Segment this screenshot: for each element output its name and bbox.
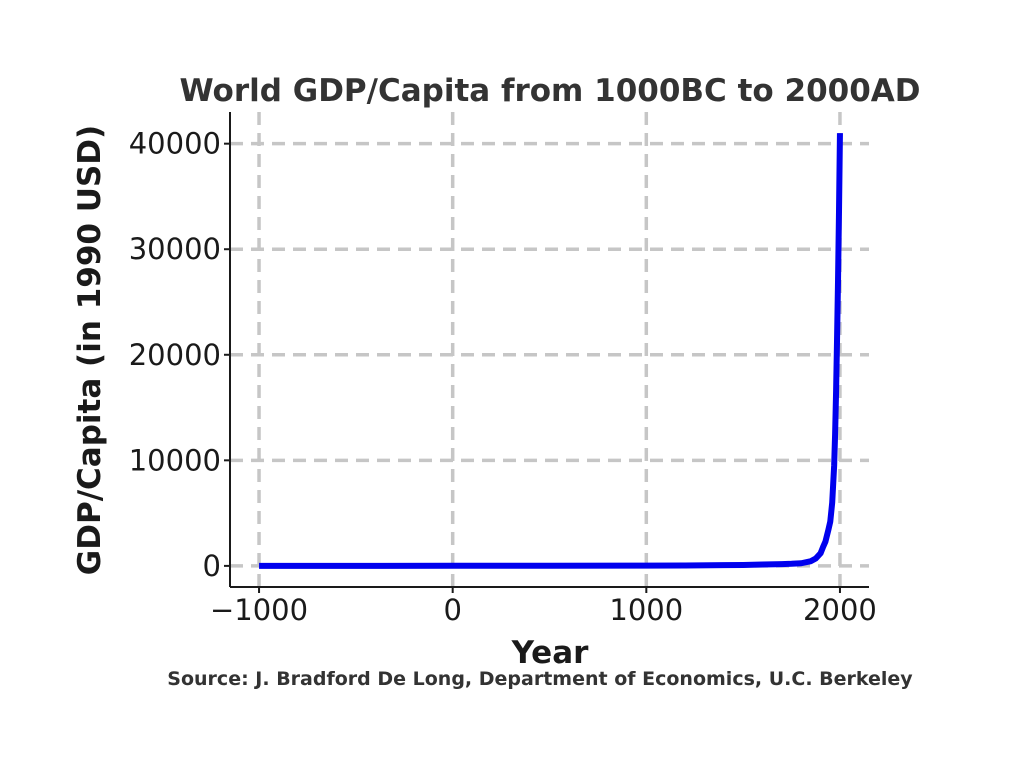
y-tick-label: 30000 bbox=[129, 232, 221, 266]
y-tick-label: 40000 bbox=[129, 127, 221, 161]
y-tick-label: 10000 bbox=[129, 443, 221, 477]
x-tick-label: 2000 bbox=[803, 593, 877, 627]
y-axis-ticks: 0 10000 20000 30000 40000 bbox=[129, 127, 230, 583]
x-axis-ticks: −1000 0 1000 2000 bbox=[210, 587, 877, 627]
chart-title: World GDP/Capita from 1000BC to 2000AD bbox=[179, 73, 920, 109]
x-tick-label: 1000 bbox=[609, 593, 683, 627]
source-note: Source: J. Bradford De Long, Department … bbox=[167, 668, 913, 690]
y-tick-label: 0 bbox=[203, 549, 221, 583]
x-axis-label: Year bbox=[511, 635, 590, 671]
x-tick-label: −1000 bbox=[210, 593, 308, 627]
x-tick-label: 0 bbox=[443, 593, 461, 627]
y-tick-label: 20000 bbox=[129, 338, 221, 372]
grid-lines bbox=[230, 112, 869, 587]
series-line-gdp-per-capita bbox=[259, 133, 843, 569]
y-axis-label: GDP/Capita (in 1990 USD) bbox=[72, 125, 108, 575]
